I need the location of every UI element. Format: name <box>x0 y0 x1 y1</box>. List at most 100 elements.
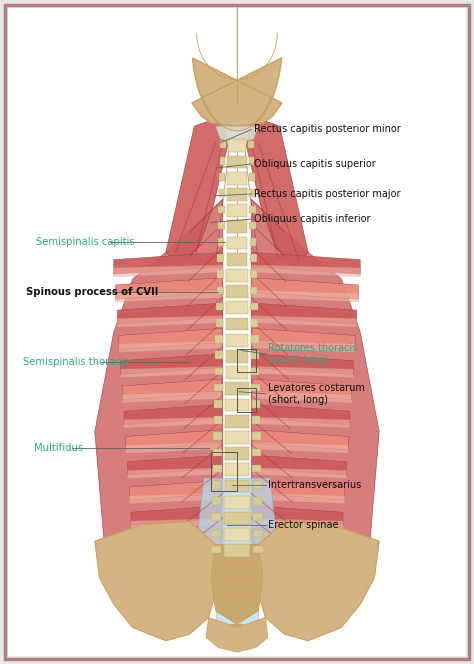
Polygon shape <box>251 265 360 277</box>
Bar <box>253 513 263 521</box>
Bar <box>210 546 220 553</box>
Polygon shape <box>254 506 343 525</box>
Text: Semispinalis capitis: Semispinalis capitis <box>36 237 134 248</box>
Polygon shape <box>129 481 221 500</box>
Polygon shape <box>126 430 221 450</box>
Polygon shape <box>119 329 222 349</box>
Bar <box>252 400 260 408</box>
Bar <box>224 512 250 525</box>
Bar <box>218 222 225 229</box>
Polygon shape <box>251 252 360 274</box>
Bar <box>253 497 262 505</box>
Polygon shape <box>122 392 222 403</box>
Polygon shape <box>254 531 341 550</box>
Bar <box>215 351 223 359</box>
Polygon shape <box>206 618 268 652</box>
Bar <box>212 497 221 505</box>
Polygon shape <box>122 379 222 400</box>
Bar <box>226 350 248 363</box>
Bar <box>250 303 258 310</box>
Bar <box>227 236 247 250</box>
Bar <box>252 449 261 456</box>
Bar <box>216 335 223 343</box>
Polygon shape <box>117 303 222 325</box>
Polygon shape <box>251 290 358 302</box>
Bar <box>227 205 247 217</box>
Bar <box>211 530 221 537</box>
Text: Erector spinae: Erector spinae <box>268 519 338 530</box>
Bar <box>249 222 256 229</box>
Polygon shape <box>131 519 220 529</box>
Bar <box>212 465 222 472</box>
Bar <box>251 368 259 375</box>
Bar <box>226 317 248 331</box>
Bar <box>212 481 221 489</box>
Bar <box>211 452 237 491</box>
Bar <box>215 368 223 375</box>
Bar <box>216 303 224 310</box>
Polygon shape <box>216 126 258 143</box>
Bar <box>252 416 260 424</box>
Polygon shape <box>211 544 263 624</box>
Bar <box>225 431 249 444</box>
Bar <box>219 189 225 197</box>
Polygon shape <box>253 481 345 500</box>
Polygon shape <box>192 58 282 131</box>
Text: Semispinalis thoracis: Semispinalis thoracis <box>23 357 129 367</box>
Bar <box>219 173 225 181</box>
Bar <box>224 544 250 557</box>
Polygon shape <box>121 354 222 374</box>
Polygon shape <box>252 379 352 400</box>
Bar <box>226 301 248 314</box>
Bar <box>237 388 256 412</box>
Polygon shape <box>216 571 258 624</box>
Polygon shape <box>252 329 355 349</box>
Text: Rectus capitis posterior major: Rectus capitis posterior major <box>254 189 400 199</box>
Bar <box>213 432 222 440</box>
Bar <box>251 351 259 359</box>
Polygon shape <box>128 455 221 475</box>
Polygon shape <box>166 116 228 266</box>
Bar <box>249 206 255 213</box>
Polygon shape <box>95 521 218 641</box>
Bar <box>237 349 256 372</box>
Text: Multifidus: Multifidus <box>34 443 83 454</box>
Bar <box>224 496 250 509</box>
Polygon shape <box>121 367 222 378</box>
Polygon shape <box>251 199 379 584</box>
Text: Levatores costarum
(short, long): Levatores costarum (short, long) <box>268 383 365 404</box>
Polygon shape <box>246 116 308 266</box>
Polygon shape <box>253 493 345 503</box>
Bar <box>214 416 222 424</box>
Bar <box>228 139 246 152</box>
Polygon shape <box>95 199 223 584</box>
Text: Spinous process of CVII: Spinous process of CVII <box>26 287 158 297</box>
Polygon shape <box>128 468 221 478</box>
Bar <box>225 382 248 395</box>
Polygon shape <box>126 442 221 453</box>
Bar <box>219 206 225 213</box>
Bar <box>218 238 224 246</box>
Polygon shape <box>116 278 223 299</box>
Polygon shape <box>252 315 357 327</box>
Bar <box>225 448 249 460</box>
Bar <box>217 287 224 294</box>
Polygon shape <box>114 252 223 274</box>
Bar <box>216 319 223 327</box>
Polygon shape <box>256 521 379 641</box>
Bar <box>217 270 224 278</box>
Polygon shape <box>253 404 350 425</box>
Polygon shape <box>231 624 243 644</box>
Text: Obliquus capitis inferior: Obliquus capitis inferior <box>254 214 370 224</box>
Bar <box>250 254 256 262</box>
Bar <box>226 334 248 347</box>
Bar <box>214 400 222 408</box>
Text: Rotatores thoracis
(short, long): Rotatores thoracis (short, long) <box>268 343 357 365</box>
Bar <box>227 220 247 233</box>
Bar <box>253 546 263 553</box>
Bar <box>251 335 258 343</box>
Bar <box>251 384 260 391</box>
Bar <box>253 530 263 537</box>
Bar <box>227 172 247 185</box>
Bar <box>249 189 255 197</box>
